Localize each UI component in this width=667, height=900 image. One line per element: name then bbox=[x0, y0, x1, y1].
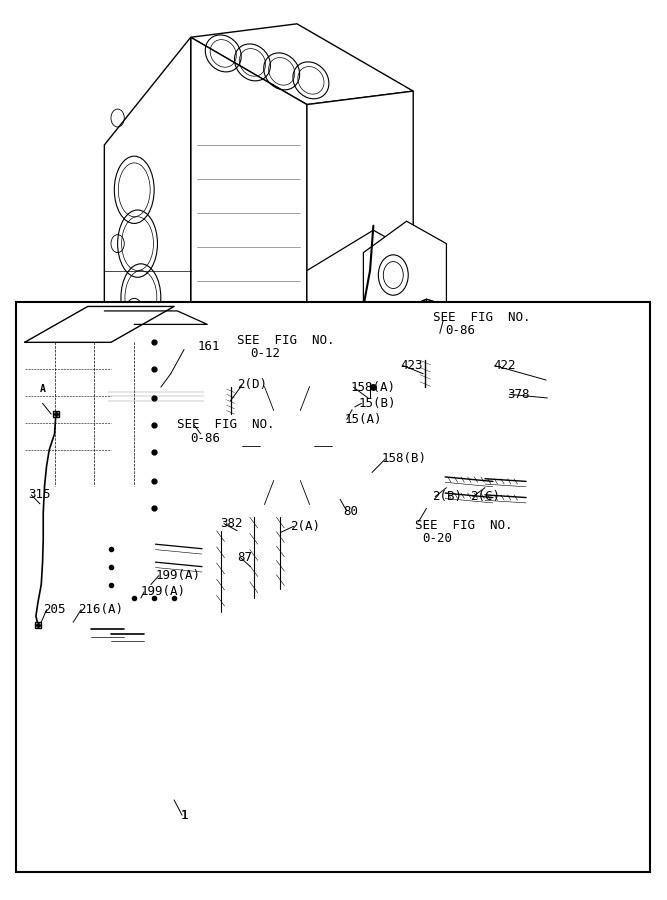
Polygon shape bbox=[56, 602, 313, 622]
Polygon shape bbox=[364, 221, 446, 335]
Circle shape bbox=[139, 441, 149, 455]
Text: A: A bbox=[39, 384, 45, 394]
Text: SEE  FIG  NO.: SEE FIG NO. bbox=[433, 310, 531, 324]
Circle shape bbox=[159, 708, 175, 730]
Circle shape bbox=[529, 336, 537, 346]
Polygon shape bbox=[307, 91, 414, 324]
Polygon shape bbox=[144, 396, 287, 441]
Text: 216(A): 216(A) bbox=[78, 603, 123, 616]
Polygon shape bbox=[360, 300, 516, 531]
Text: 2(B): 2(B) bbox=[432, 491, 462, 503]
Text: 1: 1 bbox=[181, 809, 188, 822]
Text: 15(A): 15(A) bbox=[344, 413, 382, 426]
Polygon shape bbox=[124, 396, 300, 620]
Text: 2(A): 2(A) bbox=[290, 520, 320, 533]
Text: 2(C): 2(C) bbox=[470, 491, 500, 503]
Text: SEE  FIG  NO.: SEE FIG NO. bbox=[177, 418, 275, 431]
Polygon shape bbox=[217, 338, 370, 551]
Text: 80: 80 bbox=[344, 505, 358, 518]
Polygon shape bbox=[104, 37, 191, 504]
Ellipse shape bbox=[430, 401, 449, 430]
Circle shape bbox=[572, 303, 580, 313]
Circle shape bbox=[522, 359, 530, 369]
Circle shape bbox=[407, 470, 420, 488]
Text: 158(B): 158(B) bbox=[382, 453, 426, 465]
Circle shape bbox=[572, 464, 580, 475]
Text: 158(A): 158(A) bbox=[350, 381, 395, 393]
Circle shape bbox=[556, 307, 564, 318]
Polygon shape bbox=[191, 37, 307, 324]
Circle shape bbox=[622, 409, 630, 419]
Circle shape bbox=[529, 431, 537, 442]
Circle shape bbox=[603, 449, 611, 460]
Text: 161: 161 bbox=[197, 340, 220, 354]
Circle shape bbox=[73, 708, 89, 730]
Text: 423: 423 bbox=[400, 359, 422, 373]
Text: 422: 422 bbox=[493, 359, 516, 373]
Text: 315: 315 bbox=[28, 489, 51, 501]
Circle shape bbox=[125, 445, 136, 459]
Ellipse shape bbox=[194, 491, 221, 536]
Ellipse shape bbox=[275, 428, 299, 464]
Circle shape bbox=[377, 486, 390, 504]
Polygon shape bbox=[191, 324, 307, 396]
Polygon shape bbox=[88, 414, 287, 647]
Text: 199(A): 199(A) bbox=[155, 569, 201, 582]
Bar bbox=[16, 302, 650, 872]
Circle shape bbox=[155, 445, 166, 459]
Circle shape bbox=[407, 308, 420, 326]
Text: 382: 382 bbox=[221, 518, 243, 530]
Polygon shape bbox=[335, 602, 359, 620]
Text: 2(D): 2(D) bbox=[237, 378, 267, 391]
Polygon shape bbox=[25, 306, 174, 495]
Polygon shape bbox=[104, 310, 207, 526]
Circle shape bbox=[615, 431, 623, 442]
Circle shape bbox=[377, 326, 390, 344]
Circle shape bbox=[588, 307, 596, 318]
Polygon shape bbox=[307, 230, 414, 346]
Circle shape bbox=[47, 628, 55, 639]
Text: 87: 87 bbox=[237, 551, 252, 564]
Polygon shape bbox=[56, 622, 313, 818]
Circle shape bbox=[603, 319, 611, 329]
Polygon shape bbox=[191, 396, 340, 441]
Text: 199(A): 199(A) bbox=[141, 585, 186, 598]
Circle shape bbox=[34, 624, 42, 634]
Text: 0-86: 0-86 bbox=[190, 432, 220, 445]
Text: 378: 378 bbox=[508, 388, 530, 400]
Polygon shape bbox=[104, 396, 224, 549]
Circle shape bbox=[519, 383, 527, 394]
Circle shape bbox=[113, 708, 129, 730]
Polygon shape bbox=[227, 338, 360, 389]
Polygon shape bbox=[370, 300, 426, 506]
Circle shape bbox=[246, 708, 261, 730]
Circle shape bbox=[625, 383, 633, 394]
Circle shape bbox=[556, 461, 564, 472]
Circle shape bbox=[541, 449, 549, 460]
Polygon shape bbox=[370, 300, 506, 349]
Text: 205: 205 bbox=[43, 603, 66, 616]
Text: 15(B): 15(B) bbox=[359, 397, 396, 410]
Circle shape bbox=[588, 461, 596, 472]
Text: 0-12: 0-12 bbox=[251, 347, 280, 361]
Polygon shape bbox=[191, 23, 414, 104]
Circle shape bbox=[615, 336, 623, 346]
Circle shape bbox=[541, 319, 549, 329]
Polygon shape bbox=[88, 414, 287, 475]
Circle shape bbox=[622, 359, 630, 369]
Text: 0-20: 0-20 bbox=[422, 532, 452, 545]
Circle shape bbox=[63, 628, 71, 639]
Text: 0-86: 0-86 bbox=[445, 324, 475, 338]
Circle shape bbox=[522, 409, 530, 419]
Text: SEE  FIG  NO.: SEE FIG NO. bbox=[414, 519, 512, 532]
Circle shape bbox=[206, 708, 222, 730]
Text: 1: 1 bbox=[181, 809, 188, 822]
Polygon shape bbox=[99, 441, 207, 574]
Text: SEE  FIG  NO.: SEE FIG NO. bbox=[237, 334, 335, 347]
